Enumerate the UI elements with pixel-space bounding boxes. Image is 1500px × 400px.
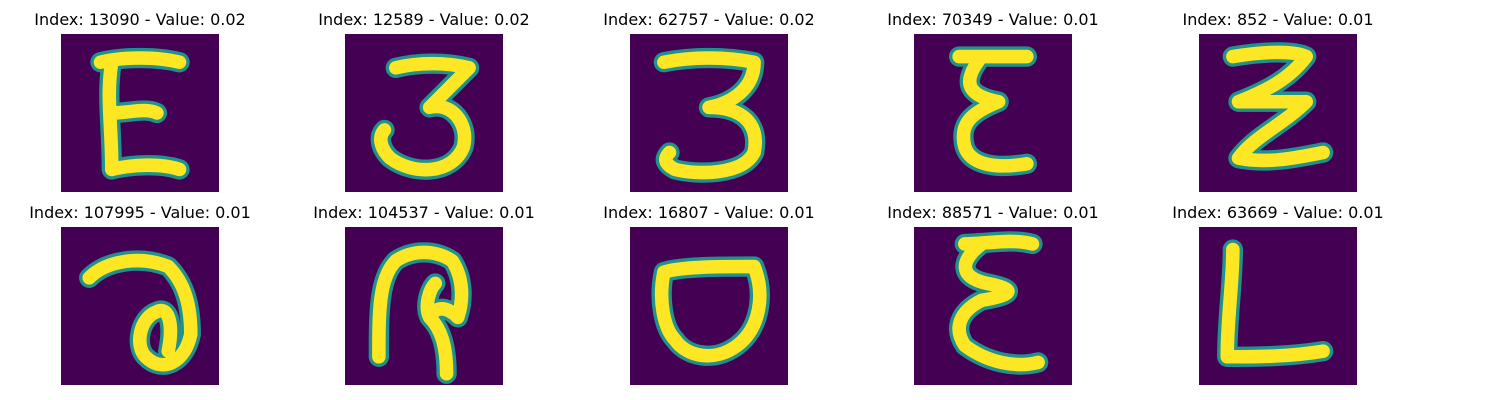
sample-panel: Index: 852 - Value: 0.01 (1158, 10, 1398, 192)
panel-title: Index: 63669 - Value: 0.01 (1172, 203, 1384, 222)
sample-panel: Index: 70349 - Value: 0.01 (873, 10, 1113, 192)
glyph-stroke-core (1226, 45, 1330, 168)
panel-title: Index: 107995 - Value: 0.01 (29, 203, 251, 222)
handwritten-glyph-image (345, 34, 503, 192)
handwritten-glyph-image (61, 34, 219, 192)
glyph-stroke-core (82, 253, 198, 372)
glyph-stroke-core (1220, 242, 1330, 364)
panel-title: Index: 70349 - Value: 0.01 (887, 10, 1099, 29)
panel-title: Index: 852 - Value: 0.01 (1182, 10, 1374, 29)
sample-panel: Index: 107995 - Value: 0.01 (20, 203, 260, 385)
handwritten-glyph-image (1199, 227, 1357, 385)
sample-panel: Index: 88571 - Value: 0.01 (873, 203, 1113, 385)
sample-panel: Index: 16807 - Value: 0.01 (589, 203, 829, 385)
handwritten-glyph-image (914, 34, 1072, 192)
sample-panel: Index: 13090 - Value: 0.02 (20, 10, 260, 192)
panel-title: Index: 62757 - Value: 0.02 (603, 10, 815, 29)
panel-title: Index: 104537 - Value: 0.01 (313, 203, 535, 222)
glyph-stroke-core (374, 56, 476, 177)
handwritten-glyph-image (914, 227, 1072, 385)
glyph-stroke-core (657, 51, 762, 180)
sample-panel: Index: 62757 - Value: 0.02 (589, 10, 829, 192)
panel-title: Index: 13090 - Value: 0.02 (34, 10, 246, 29)
handwritten-glyph-image (1199, 34, 1357, 192)
handwritten-glyph-image (61, 227, 219, 385)
panel-title: Index: 12589 - Value: 0.02 (318, 10, 530, 29)
panel-title: Index: 16807 - Value: 0.01 (603, 203, 815, 222)
glyph-stroke-core (372, 245, 469, 381)
sample-panel: Index: 12589 - Value: 0.02 (304, 10, 544, 192)
glyph-stroke-core (654, 259, 767, 363)
handwritten-glyph-image (630, 34, 788, 192)
sample-panel: Index: 104537 - Value: 0.01 (304, 203, 544, 385)
glyph-stroke-core (93, 51, 187, 177)
glyph-stroke-core (952, 49, 1034, 173)
handwritten-glyph-image (630, 227, 788, 385)
glyph-stroke-core (952, 234, 1045, 372)
sample-panel: Index: 63669 - Value: 0.01 (1158, 203, 1398, 385)
handwritten-glyph-image (345, 227, 503, 385)
panel-title: Index: 88571 - Value: 0.01 (887, 203, 1099, 222)
